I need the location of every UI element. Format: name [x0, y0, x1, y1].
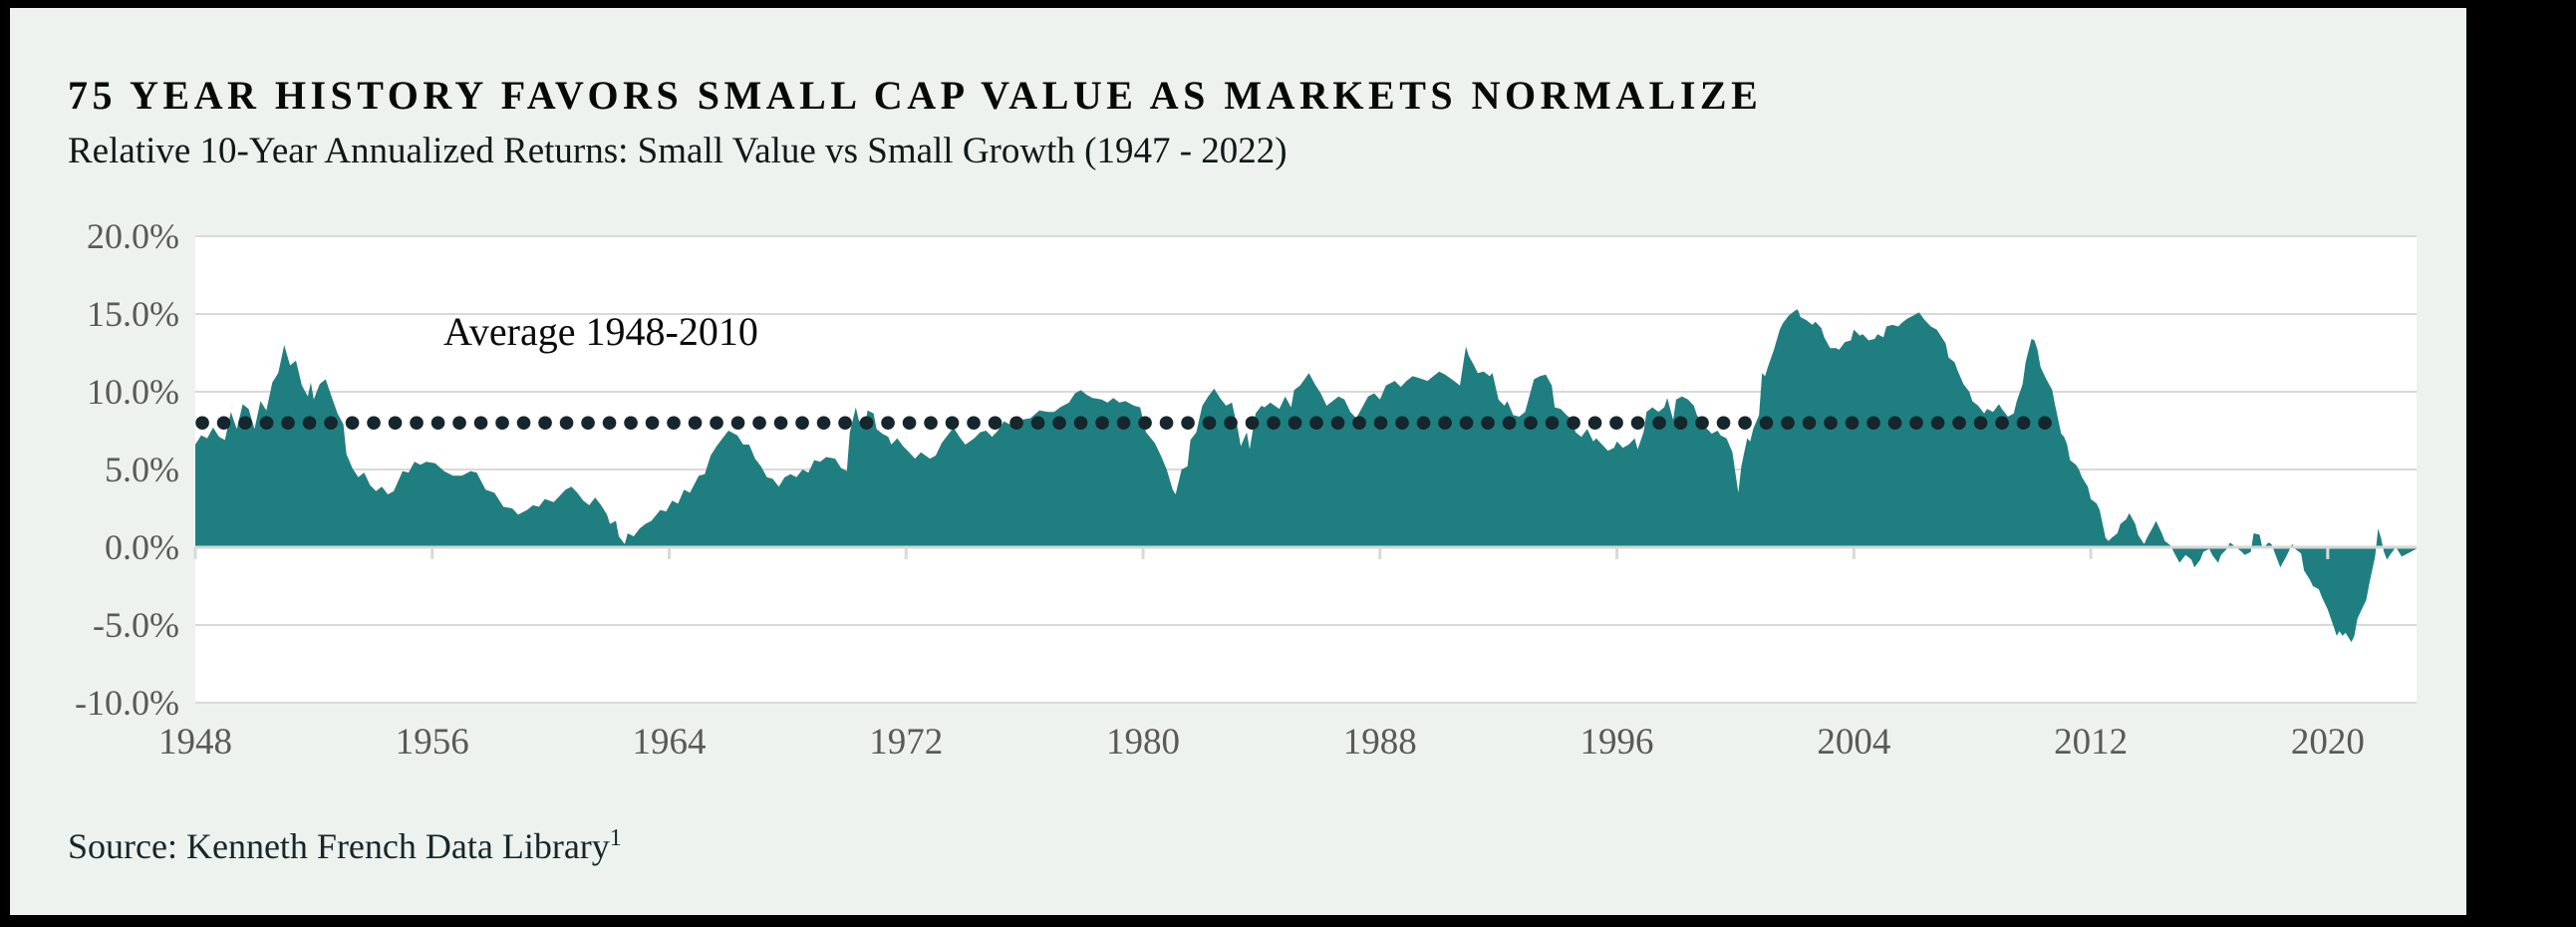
chart-subtitle: Relative 10-Year Annualized Returns: Sma… — [68, 131, 1288, 171]
y-axis-label-5: 5.0% — [105, 450, 179, 489]
y-axis-label--10: -10.0% — [75, 683, 179, 723]
y-axis-label-20: 20.0% — [87, 216, 179, 256]
x-axis-label-1956: 1956 — [395, 722, 469, 763]
y-axis-label-10: 10.0% — [87, 372, 179, 412]
x-axis-label-1964: 1964 — [632, 722, 707, 763]
slide: 75 YEAR HISTORY FAVORS SMALL CAP VALUE A… — [10, 8, 2466, 915]
page-title: 75 YEAR HISTORY FAVORS SMALL CAP VALUE A… — [68, 73, 1763, 118]
x-axis-label-1996: 1996 — [1579, 722, 1654, 763]
y-axis-label-15: 15.0% — [87, 294, 179, 334]
x-axis-label-1972: 1972 — [869, 722, 944, 763]
x-axis-label-2012: 2012 — [2054, 722, 2129, 763]
x-axis-label-2020: 2020 — [2290, 722, 2365, 763]
source-text: Source: Kenneth French Data Library — [68, 826, 610, 866]
x-axis-label-1980: 1980 — [1106, 722, 1181, 763]
series-area — [195, 309, 2417, 643]
average-line-label: Average 1948-2010 — [443, 309, 758, 354]
area-chart — [193, 235, 2417, 704]
source-footnote-marker: 1 — [609, 825, 622, 851]
plot-area: Average 1948-2010 — [193, 235, 2417, 704]
source-note: Source: Kenneth French Data Library1 — [68, 825, 622, 867]
y-axis-label-0: 0.0% — [105, 527, 179, 567]
x-axis-label-1948: 1948 — [158, 722, 232, 763]
x-axis-label-1988: 1988 — [1342, 722, 1417, 763]
x-axis-label-2004: 2004 — [1817, 722, 1891, 763]
y-axis-label--5: -5.0% — [93, 605, 179, 645]
